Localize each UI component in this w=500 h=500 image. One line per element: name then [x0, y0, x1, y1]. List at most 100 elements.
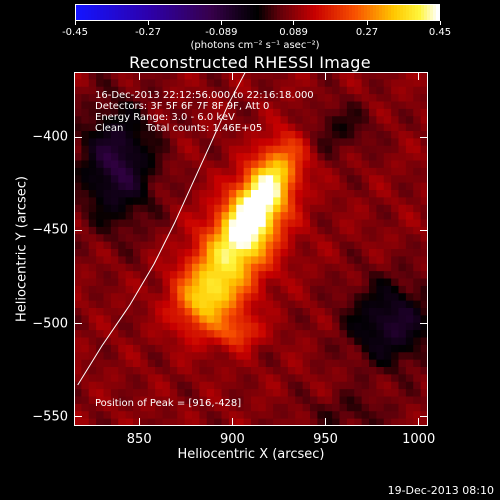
- heatmap-cell: [361, 212, 370, 221]
- heatmap-cell: [310, 300, 318, 309]
- heatmap-cell: [310, 352, 318, 361]
- heatmap-cell: [273, 344, 282, 353]
- heatmap-cell: [228, 197, 237, 206]
- heatmap-cell: [125, 367, 134, 375]
- heatmap-cell: [251, 175, 259, 184]
- heatmap-cell: [169, 367, 178, 375]
- heatmap-cell: [354, 249, 363, 257]
- heatmap-cell: [88, 197, 97, 206]
- heatmap-cell: [398, 308, 407, 316]
- heatmap-cell: [243, 241, 252, 250]
- heatmap-cell: [110, 138, 119, 147]
- heatmap-cell: [140, 204, 149, 213]
- heatmap-cell: [251, 131, 259, 139]
- heatmap-cell: [302, 256, 311, 265]
- heatmap-cell: [317, 226, 326, 235]
- heatmap-cell: [346, 175, 355, 184]
- heatmap-cell: [265, 352, 274, 361]
- heatmap-cell: [376, 308, 385, 316]
- heatmap-cell: [228, 330, 237, 339]
- heatmap-cell: [103, 167, 112, 176]
- heatmap-cell: [147, 374, 156, 383]
- heatmap-cell: [243, 374, 252, 383]
- heatmap-cell: [354, 271, 363, 280]
- heatmap-cell: [295, 145, 304, 154]
- heatmap-cell: [324, 153, 333, 162]
- heatmap-cell: [133, 330, 141, 339]
- heatmap-cell: [310, 344, 318, 353]
- heatmap-cell: [324, 160, 333, 169]
- heatmap-cell: [110, 197, 119, 206]
- heatmap-cell: [199, 293, 208, 302]
- heatmap-cell: [74, 190, 82, 198]
- heatmap-cell: [398, 293, 407, 302]
- heatmap-cell: [324, 352, 333, 361]
- heatmap-cell: [361, 396, 370, 405]
- heatmap-cell: [258, 344, 267, 353]
- heatmap-cell: [192, 249, 200, 257]
- heatmap-cell: [383, 190, 392, 198]
- heatmap-cell: [405, 344, 414, 353]
- heatmap-cell: [405, 293, 414, 302]
- heatmap-cell: [339, 116, 348, 125]
- colorbar-tick-label: -0.45: [62, 27, 88, 38]
- heatmap-cell: [302, 116, 311, 125]
- heatmap-cell: [369, 300, 377, 309]
- heatmap-cell: [228, 293, 237, 302]
- heatmap-cell: [125, 381, 134, 390]
- heatmap-cell: [184, 367, 193, 375]
- heatmap-cell: [310, 145, 318, 154]
- colorbar-segment: [232, 5, 236, 20]
- heatmap-cell: [155, 226, 164, 235]
- heatmap-cell: [206, 226, 215, 235]
- colorbar-segment: [133, 5, 137, 20]
- heatmap-cell: [177, 285, 186, 294]
- heatmap-cell: [147, 300, 156, 309]
- heatmap-cell: [221, 278, 230, 287]
- heatmap-cell: [295, 226, 304, 235]
- heatmap-cell: [243, 352, 252, 361]
- heatmap-cell: [96, 160, 105, 169]
- heatmap-cell: [206, 182, 215, 191]
- heatmap-cell: [228, 344, 237, 353]
- heatmap-cell: [317, 145, 326, 154]
- x-tick-mark: [231, 72, 233, 80]
- heatmap-cell: [206, 123, 215, 132]
- heatmap-cell: [405, 381, 414, 390]
- heatmap-cell: [243, 403, 252, 412]
- colorbar-segment: [424, 5, 428, 20]
- heatmap-cell: [346, 182, 355, 191]
- heatmap-cell: [413, 315, 422, 324]
- heatmap-cell: [214, 278, 223, 287]
- heatmap-cell: [140, 212, 149, 221]
- heatmap-cell: [140, 249, 149, 257]
- heatmap-cell: [103, 249, 112, 257]
- heatmap-cell: [339, 396, 348, 405]
- heatmap-cell: [376, 293, 385, 302]
- heatmap-cell: [391, 352, 400, 361]
- heatmap-cell: [398, 108, 407, 117]
- heatmap-cell: [125, 175, 134, 184]
- heatmap-cell: [354, 182, 363, 191]
- heatmap-cell: [206, 72, 215, 80]
- heatmap-cell: [125, 256, 134, 265]
- heatmap-cell: [81, 367, 90, 375]
- heatmap-cell: [265, 271, 274, 280]
- heatmap-cell: [405, 204, 414, 213]
- heatmap-cell: [280, 389, 289, 398]
- heatmap-cell: [125, 285, 134, 294]
- colorbar-segment: [319, 5, 323, 20]
- heatmap-cell: [376, 389, 385, 398]
- heatmap-cell: [354, 359, 363, 368]
- heatmap-cell: [405, 389, 414, 398]
- heatmap-cell: [317, 79, 326, 88]
- heatmap-cell: [287, 381, 296, 390]
- heatmap-cell: [118, 116, 127, 125]
- heatmap-cell: [125, 293, 134, 302]
- heatmap-cell: [243, 182, 252, 191]
- heatmap-cell: [103, 322, 112, 331]
- heatmap-cell: [236, 418, 245, 426]
- colorbar-segment: [217, 5, 221, 20]
- heatmap-cell: [81, 241, 90, 250]
- heatmap-cell: [96, 359, 105, 368]
